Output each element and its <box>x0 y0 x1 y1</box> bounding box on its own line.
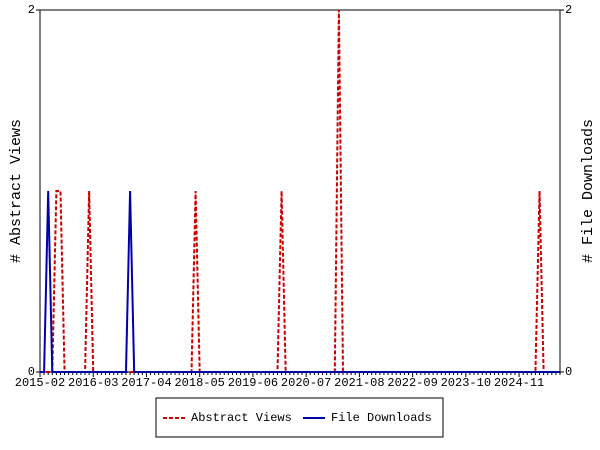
series-line <box>40 9 560 373</box>
y-tick-label: 0 <box>28 365 35 379</box>
legend-label: Abstract Views <box>191 411 292 425</box>
x-tick-label: 2017-04 <box>121 376 171 390</box>
y-tick-label: 2 <box>28 3 35 17</box>
x-tick-label: 2016-03 <box>68 376 118 390</box>
x-tick-label: 2024-11 <box>494 376 544 390</box>
x-tick-label: 2018-05 <box>174 376 224 390</box>
x-tick-label: 2023-10 <box>441 376 491 390</box>
x-tick-label: 2022-09 <box>387 376 437 390</box>
y-axis-title: # Abstract Views <box>8 119 25 263</box>
y2-tick-label: 0 <box>565 365 572 379</box>
y2-tick-label: 2 <box>565 3 572 17</box>
x-tick-label: 2020-07 <box>281 376 331 390</box>
x-tick-label: 2015-02 <box>15 376 65 390</box>
y2-axis-title: # File Downloads <box>580 119 597 263</box>
x-tick-label: 2019-06 <box>228 376 278 390</box>
x-tick-label: 2021-08 <box>334 376 384 390</box>
plot-frame <box>39 9 561 373</box>
legend-label: File Downloads <box>331 411 432 425</box>
series-line <box>40 190 560 373</box>
legend-box <box>155 397 444 438</box>
